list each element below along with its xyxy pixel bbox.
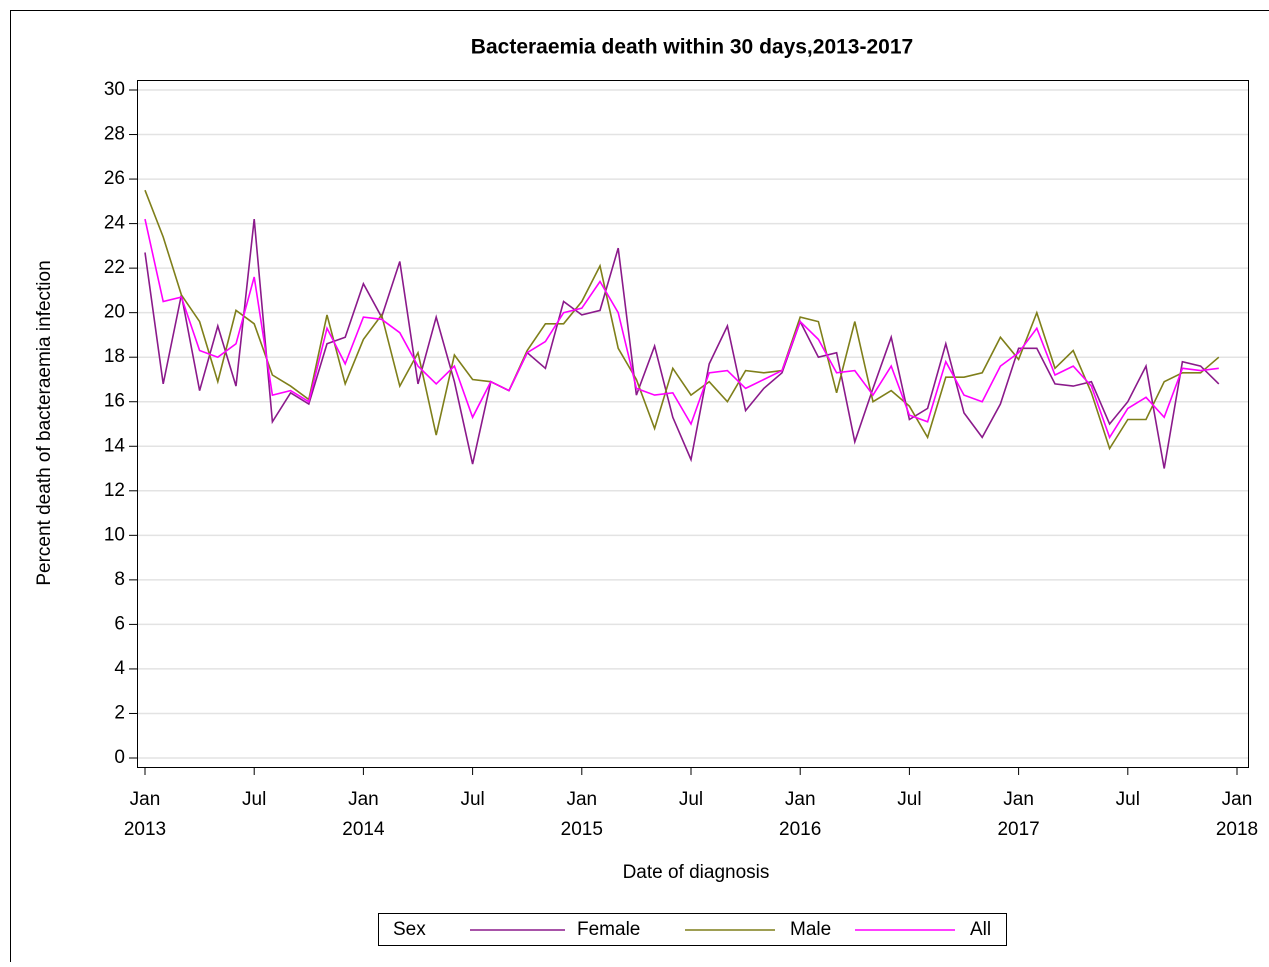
x-tick-label: 2013 <box>124 819 166 840</box>
y-tick-label: 4 <box>114 658 125 679</box>
y-tick-label: 30 <box>104 79 125 100</box>
chart-title: Bacteraemia death within 30 days,2013-20… <box>471 36 913 59</box>
x-tick-label: Jul <box>242 789 266 810</box>
legend-label: Female <box>577 919 640 940</box>
legend-label: Male <box>790 919 831 940</box>
x-axis-title: Date of diagnosis <box>623 862 770 883</box>
x-tick-label: Jan <box>130 789 161 810</box>
x-tick-label: Jan <box>566 789 597 810</box>
x-tick-label: Jan <box>348 789 379 810</box>
x-tick-label: Jul <box>679 789 703 810</box>
y-tick-label: 12 <box>104 480 125 501</box>
y-tick-label: 6 <box>114 613 125 634</box>
x-tick-label: Jul <box>897 789 921 810</box>
y-tick-label: 2 <box>114 702 125 723</box>
y-tick-label: 8 <box>114 569 125 590</box>
y-tick-label: 28 <box>104 124 125 145</box>
y-tick-label: 0 <box>114 747 125 768</box>
y-tick-label: 14 <box>104 435 126 456</box>
y-tick-label: 24 <box>104 213 126 234</box>
legend-label: All <box>970 919 991 940</box>
x-tick-label: 2016 <box>779 819 821 840</box>
y-tick-label: 18 <box>104 346 125 367</box>
outer-border <box>11 11 1269 963</box>
y-tick-label: 26 <box>104 168 125 189</box>
x-tick-label: 2014 <box>342 819 385 840</box>
x-tick-label: Jan <box>785 789 816 810</box>
x-tick-label: Jan <box>1003 789 1034 810</box>
y-tick-label: 22 <box>104 257 125 278</box>
x-tick-label: Jul <box>460 789 484 810</box>
x-tick-label: 2015 <box>561 819 603 840</box>
y-tick-label: 10 <box>104 524 125 545</box>
legend-title: Sex <box>393 919 426 940</box>
y-tick-label: 20 <box>104 302 125 323</box>
y-axis-title: Percent death of bacteraemia infection <box>34 260 55 585</box>
x-tick-label: 2018 <box>1216 819 1258 840</box>
x-tick-label: Jan <box>1222 789 1253 810</box>
x-tick-label: 2017 <box>997 819 1039 840</box>
x-tick-label: Jul <box>1116 789 1140 810</box>
y-tick-label: 16 <box>104 391 125 412</box>
